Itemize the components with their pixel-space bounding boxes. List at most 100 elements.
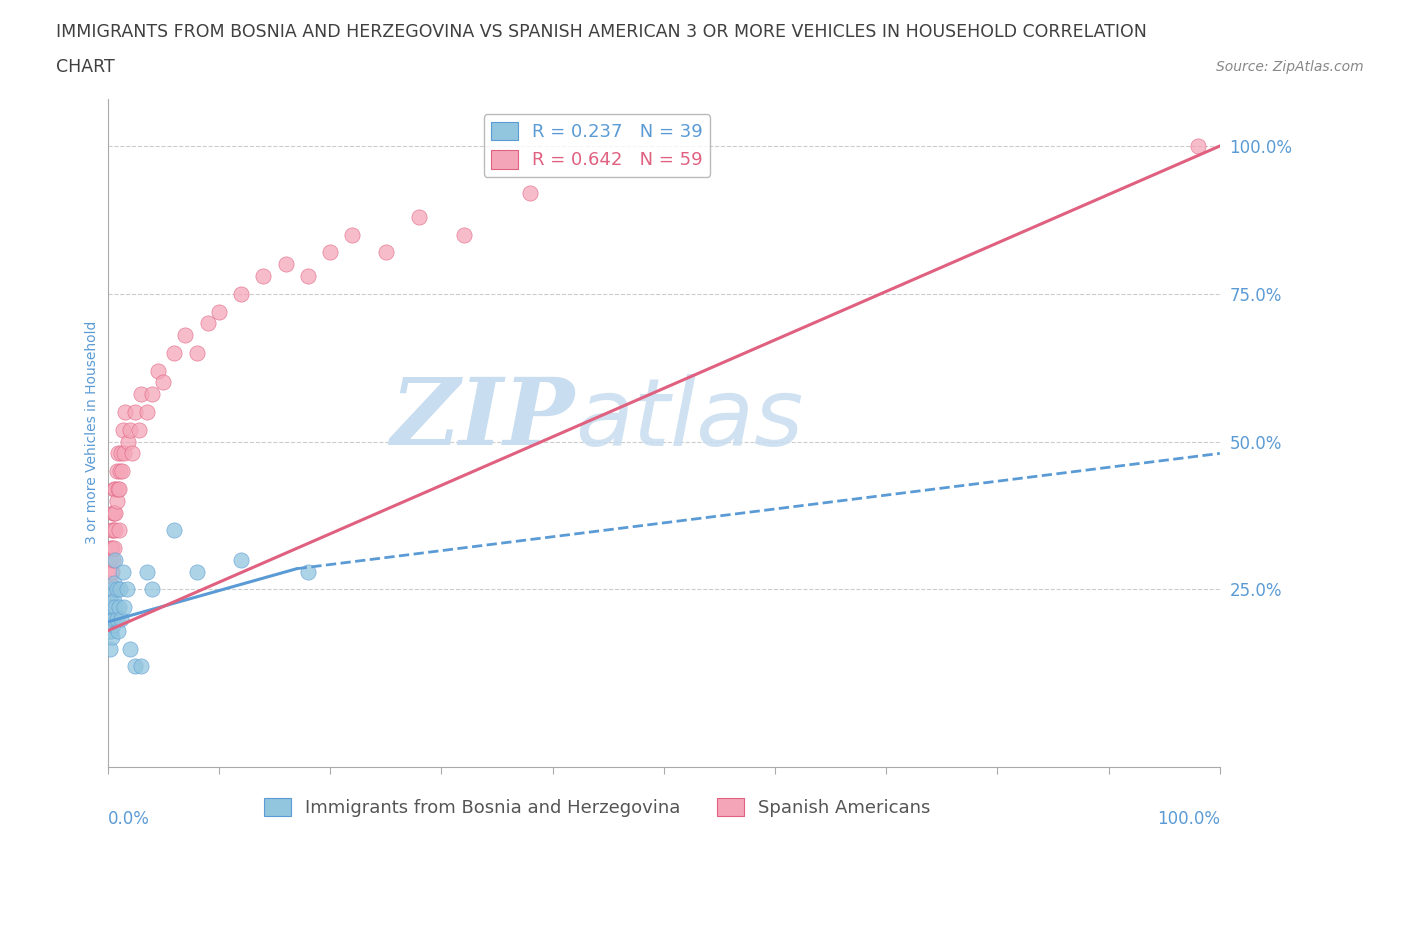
Point: [107, 523, 129, 538]
Text: Source: ZipAtlas.com: Source: ZipAtlas.com: [1216, 60, 1364, 74]
Point: [103, 505, 125, 520]
Point: [104, 482, 127, 497]
Point: [98, 600, 121, 615]
Point: [98, 641, 121, 656]
Point: [103, 482, 125, 497]
Point: [112, 565, 135, 579]
Point: [374, 245, 396, 259]
Point: [118, 422, 141, 437]
Point: [100, 540, 122, 555]
Point: [135, 565, 157, 579]
Text: 0.0%: 0.0%: [108, 810, 149, 829]
Point: [100, 565, 122, 579]
Point: [101, 612, 124, 627]
Point: [104, 552, 127, 567]
Point: [97, 600, 120, 615]
Y-axis label: 3 or more Vehicles in Household: 3 or more Vehicles in Household: [86, 321, 100, 544]
Point: [101, 523, 124, 538]
Point: [408, 209, 430, 224]
Point: [103, 576, 125, 591]
Point: [319, 245, 342, 259]
Text: IMMIGRANTS FROM BOSNIA AND HERZEGOVINA VS SPANISH AMERICAN 3 OR MORE VEHICLES IN: IMMIGRANTS FROM BOSNIA AND HERZEGOVINA V…: [56, 23, 1147, 41]
Point: [342, 227, 364, 242]
Point: [110, 446, 132, 461]
Point: [135, 405, 157, 419]
Point: [97, 612, 120, 627]
Point: [152, 375, 174, 390]
Point: [297, 269, 319, 284]
Point: [186, 345, 208, 360]
Point: [110, 612, 132, 627]
Point: [105, 493, 128, 508]
Point: [103, 552, 125, 567]
Point: [297, 565, 319, 579]
Point: [97, 582, 120, 597]
Point: [197, 316, 219, 331]
Text: 100.0%: 100.0%: [1157, 810, 1220, 829]
Point: [252, 269, 274, 284]
Point: [103, 618, 125, 632]
Point: [100, 588, 122, 603]
Point: [107, 446, 129, 461]
Point: [124, 405, 146, 419]
Point: [121, 446, 143, 461]
Point: [97, 612, 120, 627]
Point: [186, 565, 208, 579]
Point: [98, 576, 121, 591]
Point: [112, 600, 135, 615]
Point: [105, 582, 128, 597]
Point: [229, 552, 252, 567]
Point: [519, 186, 541, 201]
Point: [453, 227, 475, 242]
Point: [115, 582, 138, 597]
Point: [129, 658, 152, 673]
Point: [146, 364, 169, 379]
Point: [229, 286, 252, 301]
Point: [101, 565, 124, 579]
Point: [107, 482, 129, 497]
Point: [163, 345, 186, 360]
Point: [111, 464, 134, 479]
Point: [100, 612, 122, 627]
Point: [103, 600, 125, 615]
Text: ZIP: ZIP: [391, 375, 575, 464]
Point: [101, 630, 124, 644]
Point: [129, 387, 152, 402]
Point: [112, 422, 135, 437]
Point: [101, 600, 124, 615]
Text: CHART: CHART: [56, 58, 115, 75]
Point: [103, 612, 125, 627]
Point: [100, 623, 122, 638]
Point: [107, 600, 129, 615]
Point: [124, 658, 146, 673]
Point: [98, 600, 121, 615]
Point: [104, 523, 127, 538]
Point: [163, 523, 186, 538]
Point: [100, 600, 122, 615]
Text: atlas: atlas: [575, 374, 803, 465]
Point: [100, 582, 122, 597]
Point: [117, 434, 139, 449]
Point: [141, 582, 163, 597]
Point: [104, 600, 127, 615]
Point: [105, 464, 128, 479]
Point: [114, 405, 136, 419]
Point: [108, 464, 131, 479]
Point: [104, 505, 127, 520]
Point: [128, 422, 150, 437]
Point: [105, 612, 128, 627]
Point: [112, 446, 135, 461]
Point: [1187, 139, 1209, 153]
Point: [107, 623, 129, 638]
Point: [208, 304, 231, 319]
Point: [103, 505, 125, 520]
Point: [174, 327, 197, 342]
Point: [107, 482, 129, 497]
Point: [103, 582, 125, 597]
Point: [101, 540, 124, 555]
Point: [108, 582, 131, 597]
Point: [97, 600, 120, 615]
Point: [118, 641, 141, 656]
Point: [141, 387, 163, 402]
Legend: Immigrants from Bosnia and Herzegovina, Spanish Americans: Immigrants from Bosnia and Herzegovina, …: [256, 790, 938, 825]
